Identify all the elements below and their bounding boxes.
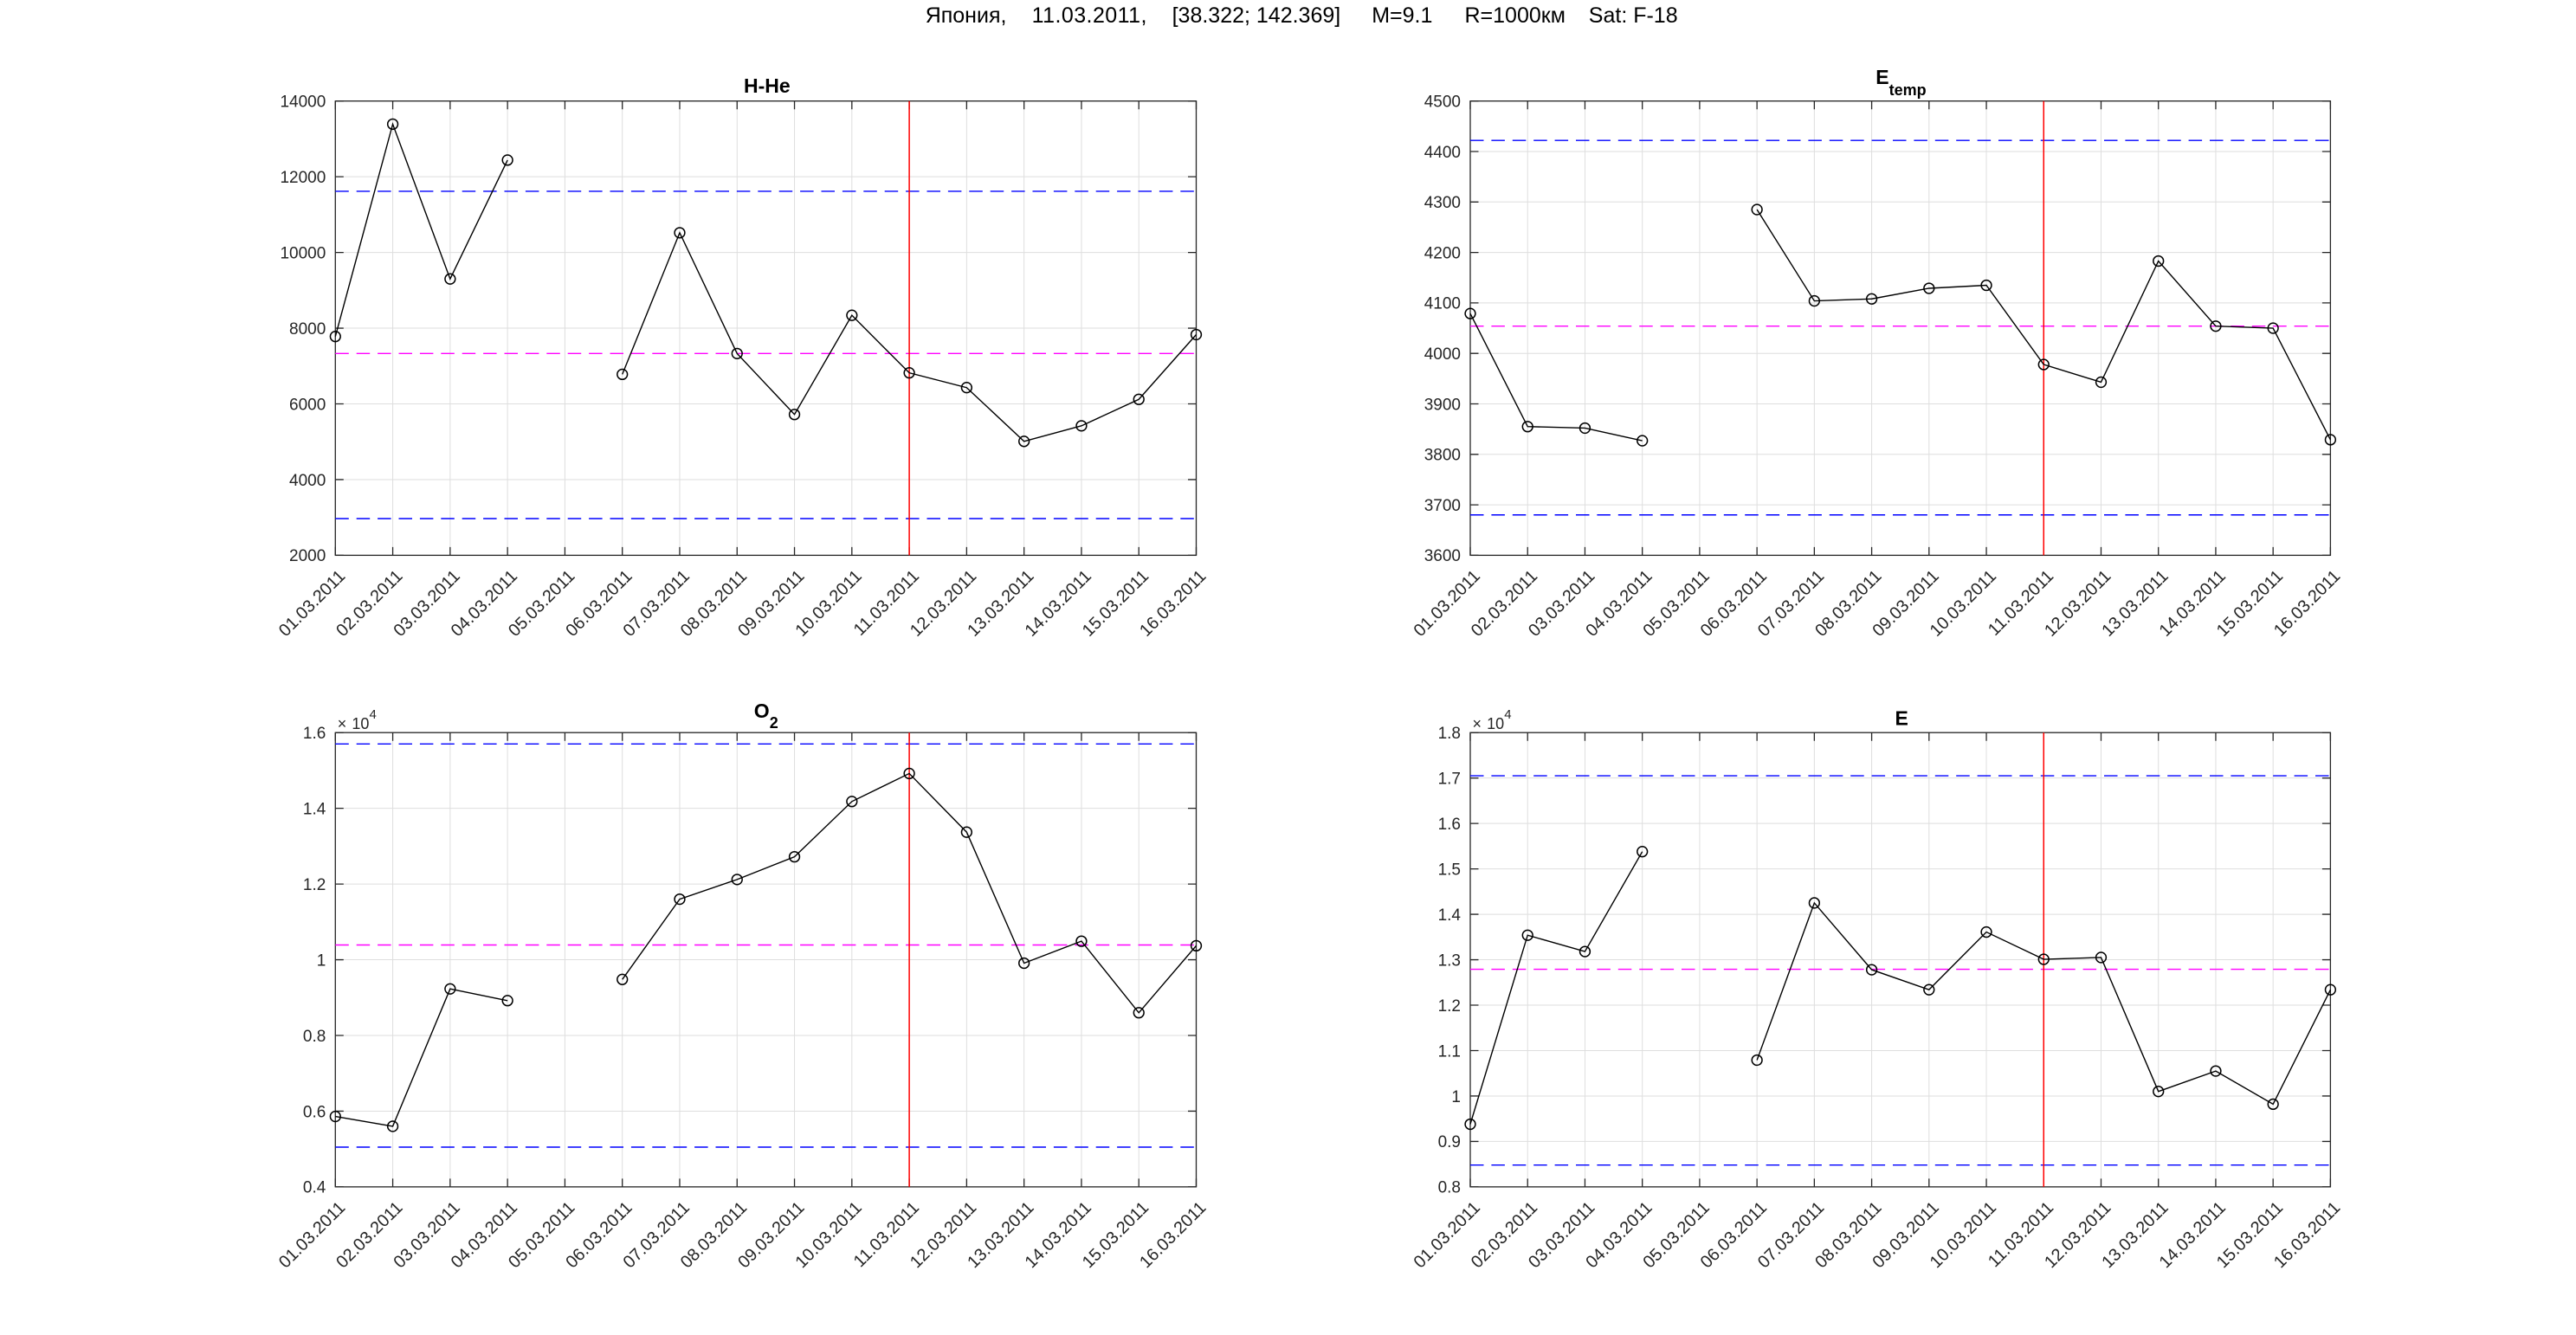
svg-text:4100: 4100 — [1424, 295, 1461, 313]
svg-text:0.8: 0.8 — [303, 1028, 326, 1046]
svg-text:1.4: 1.4 — [1438, 906, 1462, 925]
svg-text:1.2: 1.2 — [303, 876, 326, 894]
svg-text:E: E — [1895, 707, 1908, 730]
svg-text:10000: 10000 — [280, 244, 326, 262]
svg-text:1: 1 — [317, 951, 326, 970]
svg-text:M=9.1: M=9.1 — [1372, 3, 1432, 28]
svg-text:4400: 4400 — [1424, 144, 1461, 162]
svg-text:1.6: 1.6 — [303, 725, 326, 743]
svg-text:3600: 3600 — [1424, 547, 1461, 565]
svg-text:3900: 3900 — [1424, 396, 1461, 414]
svg-text:1.5: 1.5 — [1438, 861, 1461, 879]
svg-text:12000: 12000 — [280, 169, 326, 187]
svg-text:R=1000км: R=1000км — [1465, 3, 1566, 28]
svg-text:4000: 4000 — [1424, 345, 1461, 364]
svg-text:11.03.2011,: 11.03.2011, — [1032, 3, 1147, 28]
svg-text:1.8: 1.8 — [1438, 725, 1461, 743]
svg-text:0.4: 0.4 — [303, 1179, 326, 1197]
svg-text:6000: 6000 — [289, 396, 326, 414]
svg-text:1.2: 1.2 — [1438, 997, 1461, 1016]
svg-text:1.3: 1.3 — [1438, 951, 1461, 970]
svg-text:1.1: 1.1 — [1438, 1042, 1461, 1061]
svg-text:14000: 14000 — [280, 94, 326, 112]
svg-text:1.7: 1.7 — [1438, 770, 1461, 788]
svg-text:1.6: 1.6 — [1438, 816, 1461, 834]
svg-text:3800: 3800 — [1424, 447, 1461, 465]
svg-text:0.6: 0.6 — [303, 1103, 326, 1121]
svg-text:4200: 4200 — [1424, 244, 1461, 262]
svg-text:4300: 4300 — [1424, 194, 1461, 212]
svg-text:8000: 8000 — [289, 320, 326, 339]
svg-text:H-He: H-He — [744, 74, 791, 97]
svg-text:[38.322; 142.369]: [38.322; 142.369] — [1172, 3, 1341, 28]
svg-text:4500: 4500 — [1424, 94, 1461, 112]
svg-text:Sat: F-18: Sat: F-18 — [1589, 3, 1678, 28]
svg-text:4000: 4000 — [289, 472, 326, 490]
svg-text:1: 1 — [1451, 1088, 1461, 1106]
svg-text:0.9: 0.9 — [1438, 1133, 1461, 1151]
svg-text:0.8: 0.8 — [1438, 1179, 1461, 1197]
svg-text:2000: 2000 — [289, 547, 326, 565]
svg-text:1.4: 1.4 — [303, 800, 326, 818]
svg-text:Япония,: Япония, — [926, 3, 1007, 28]
svg-text:3700: 3700 — [1424, 497, 1461, 515]
